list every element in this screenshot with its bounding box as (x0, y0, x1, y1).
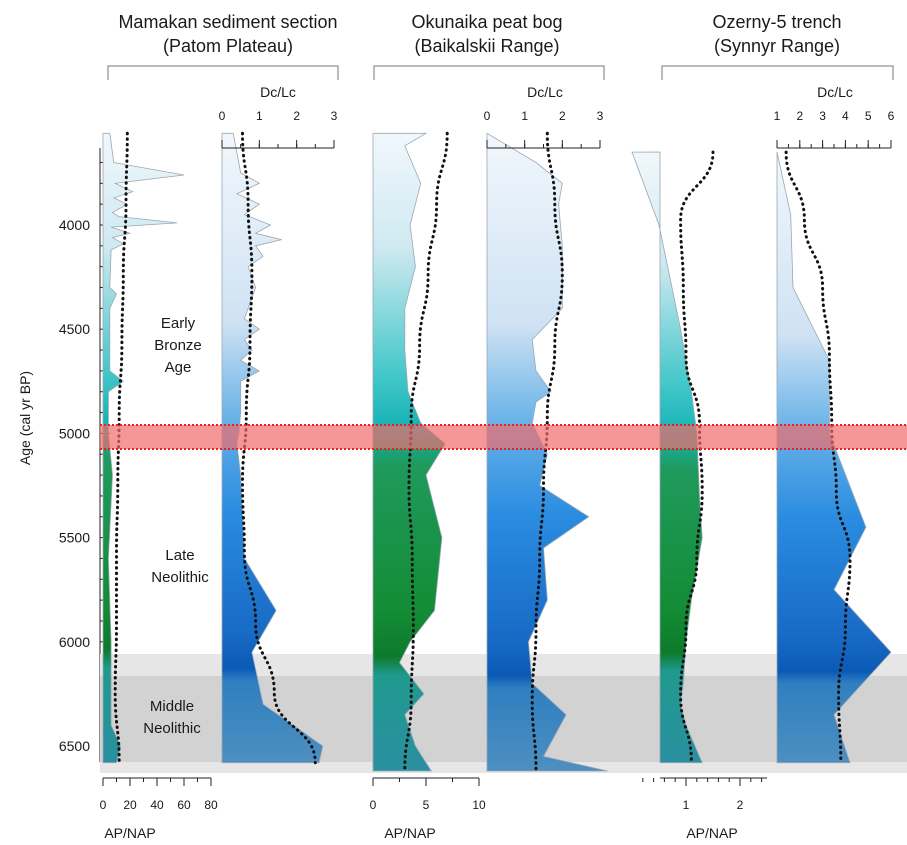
x-tick-label: 10 (472, 798, 486, 812)
x-tick-label: 2 (293, 109, 300, 123)
x-tick-label: 3 (331, 109, 338, 123)
x-axis: 0 5 10 AP/NAP (370, 777, 486, 841)
series-area (102, 132, 185, 764)
x-axis-title: AP/NAP (384, 825, 435, 841)
x-axis-title: AP/NAP (104, 825, 155, 841)
x-tick-label: 0 (484, 109, 491, 123)
age-tick-label: 6500 (59, 738, 90, 754)
pollen-panels: 0 20 40 60 80 AP/NAP 0 1 2 3 Dc/Lc 0 5 10 AP/NAP 0 1 2 3 Dc… (100, 84, 895, 841)
x-axis: 1 2 3 4 5 6 Dc/Lc (774, 84, 895, 149)
x-axis-title: AP/NAP (686, 825, 737, 841)
x-axis: 1 2AP/NAP (642, 777, 767, 841)
period-late-label: Late (165, 547, 194, 564)
site-2-subtitle: (Baikalskii Range) (414, 36, 559, 56)
x-tick-label: 20 (123, 798, 137, 812)
site-2-title: Okunaika peat bog (411, 12, 562, 32)
site-1-subtitle: (Patom Plateau) (163, 36, 293, 56)
x-axis: 0 1 2 3 Dc/Lc (219, 84, 338, 149)
x-tick-label: 2 (559, 109, 566, 123)
panel-6-dc-lc: 1 2 3 4 5 6 Dc/Lc (774, 84, 895, 765)
age-tick-label: 5500 (59, 530, 90, 546)
x-tick-label: 5 (865, 109, 872, 123)
trend-line (403, 131, 449, 773)
x-tick-label: 4 (842, 109, 849, 123)
x-axis: 0 20 40 60 80 AP/NAP (100, 777, 218, 841)
x-tick-label: 0 (100, 798, 107, 812)
age-tick-label: 5000 (59, 425, 90, 441)
x-axis-title: Dc/Lc (260, 84, 296, 100)
trend-line (530, 131, 564, 773)
x-tick-label: 1 (683, 798, 690, 812)
x-axis: 0 1 2 3 Dc/Lc (484, 84, 604, 149)
site-2-bracket (373, 65, 605, 80)
series-area (372, 132, 446, 772)
site-3-title: Ozerny-5 trench (712, 12, 841, 32)
x-tick-label: 2 (796, 109, 803, 123)
site-3-subtitle: (Synnyr Range) (714, 36, 840, 56)
site-1-title: Mamakan sediment section (118, 12, 337, 32)
x-tick-label: 40 (150, 798, 164, 812)
period-neolithic-label: Neolithic (151, 569, 209, 586)
trend-line (784, 150, 852, 765)
x-tick-label: 5 (423, 798, 430, 812)
x-tick-label: 80 (204, 798, 218, 812)
series-area (221, 132, 324, 764)
panel-3-ap-nap: 0 5 10 AP/NAP (370, 131, 486, 841)
x-tick-label: 1 (774, 109, 781, 123)
age-tick-label: 4000 (59, 217, 90, 233)
x-tick-label: 6 (888, 109, 895, 123)
period-middle-neolithic-label: Neolithic (143, 720, 201, 737)
y-axis-label: Age (cal yr BP) (17, 371, 33, 465)
trend-line (240, 131, 317, 765)
period-early-label: Early (161, 315, 196, 332)
x-tick-label: 1 (256, 109, 263, 123)
x-axis-title: Dc/Lc (817, 84, 853, 100)
x-tick-label: 60 (177, 798, 191, 812)
age-tick-label: 6000 (59, 634, 90, 650)
x-tick-label: 3 (819, 109, 826, 123)
panel-2-dc-lc: 0 1 2 3 Dc/Lc (219, 84, 338, 765)
event-band (100, 425, 907, 449)
period-age-label: Age (165, 359, 192, 376)
site-1-bracket (107, 65, 339, 80)
period-bronze-label: Bronze (154, 337, 202, 354)
x-tick-label: 1 (521, 109, 528, 123)
x-axis-title: Dc/Lc (527, 84, 563, 100)
x-tick-label: 0 (370, 798, 377, 812)
age-tick-label: 4500 (59, 321, 90, 337)
x-tick-label: 2 (737, 798, 744, 812)
period-middle-label: Middle (150, 698, 194, 715)
x-tick-label: 3 (597, 109, 604, 123)
site-3-bracket (661, 65, 894, 80)
x-tick-label: 0 (219, 109, 226, 123)
